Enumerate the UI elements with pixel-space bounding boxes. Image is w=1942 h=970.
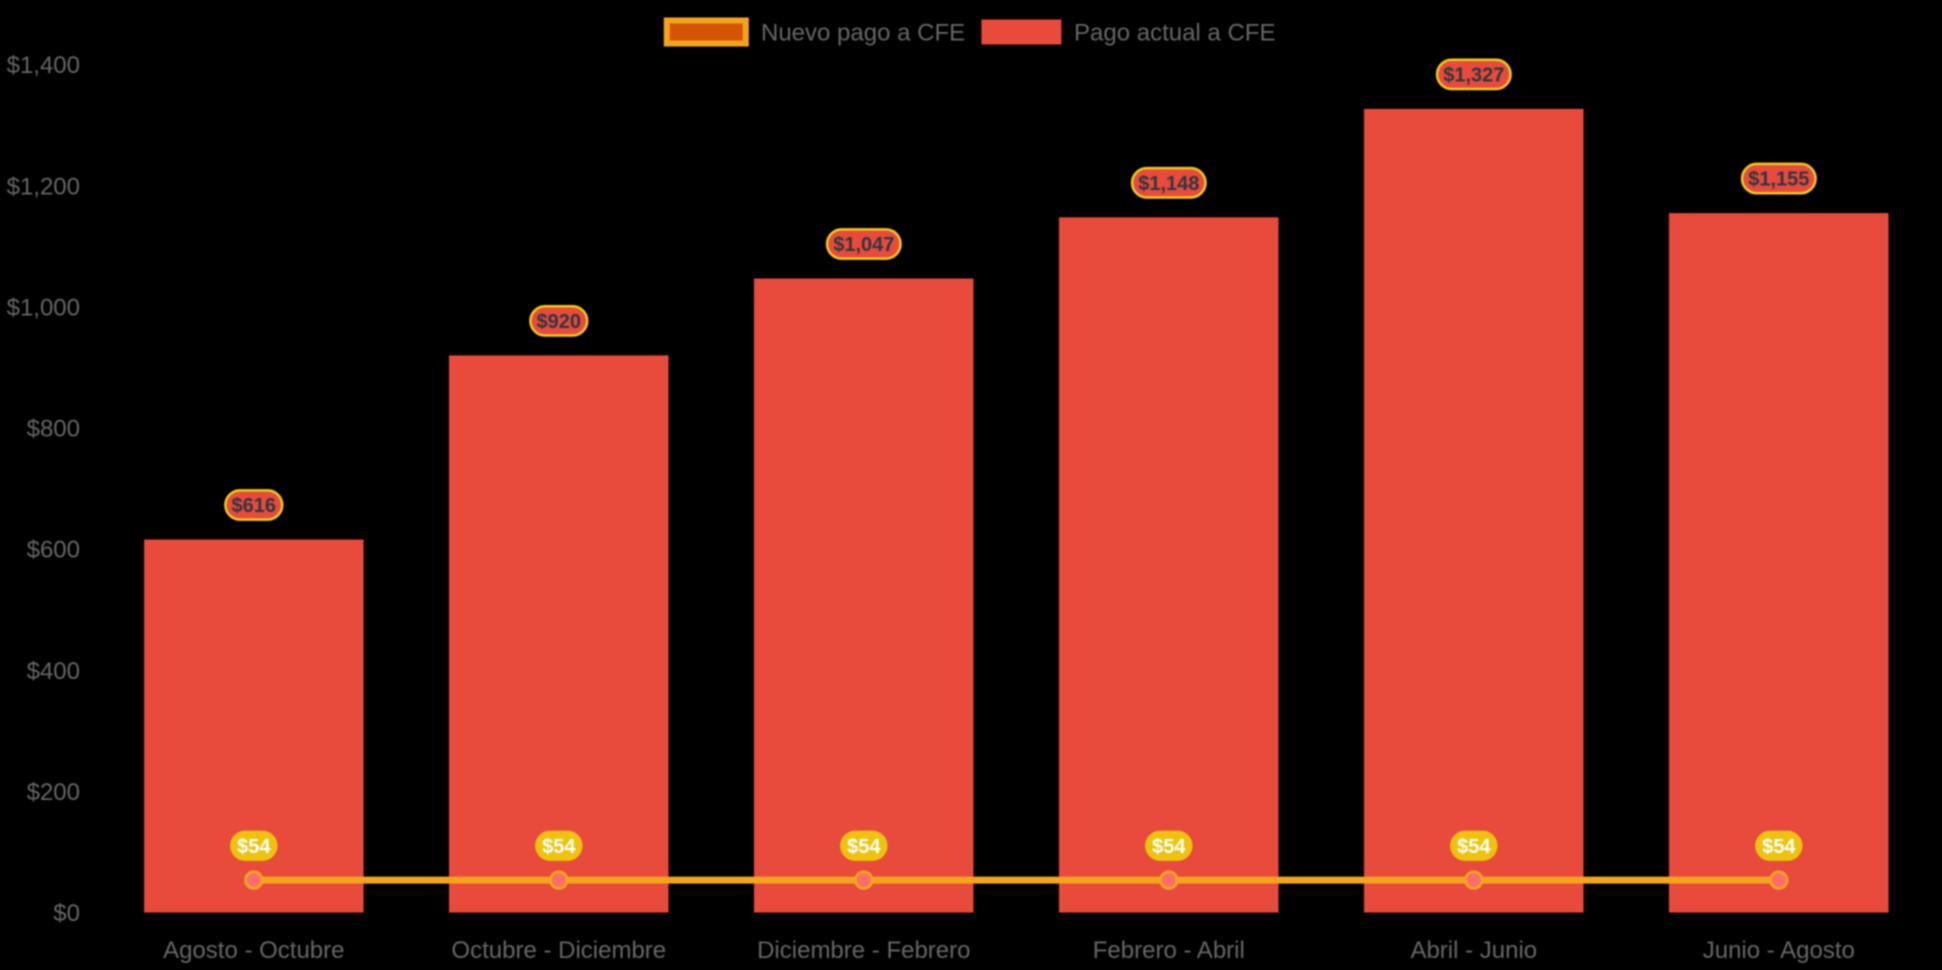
svg-text:$400: $400 [27,658,80,685]
svg-text:$54: $54 [237,836,271,858]
svg-text:$54: $54 [542,836,576,858]
svg-text:Junio - Agosto: Junio - Agosto [1703,937,1855,964]
svg-text:$54: $54 [1152,836,1186,858]
svg-text:Agosto - Octubre: Agosto - Octubre [163,937,344,964]
svg-text:$200: $200 [27,779,80,806]
svg-text:Diciembre - Febrero: Diciembre - Febrero [757,937,970,964]
svg-text:Febrero - Abril: Febrero - Abril [1093,937,1245,964]
svg-text:$616: $616 [232,495,277,517]
svg-text:Pago actual a CFE: Pago actual a CFE [1074,20,1275,47]
svg-text:$1,047: $1,047 [833,234,894,256]
svg-text:$0: $0 [53,900,80,927]
svg-text:$1,148: $1,148 [1138,173,1199,195]
svg-text:$1,200: $1,200 [7,173,80,200]
svg-text:Nuevo pago a CFE: Nuevo pago a CFE [761,20,965,47]
svg-text:$920: $920 [537,311,582,333]
svg-text:$1,155: $1,155 [1748,169,1809,191]
svg-text:$54: $54 [1457,836,1491,858]
svg-text:$600: $600 [27,537,80,564]
svg-text:$54: $54 [847,836,881,858]
svg-text:$800: $800 [27,416,80,443]
svg-text:Octubre - Diciembre: Octubre - Diciembre [451,937,666,964]
svg-text:Abril - Junio: Abril - Junio [1410,937,1537,964]
svg-text:$54: $54 [1762,836,1796,858]
svg-text:$1,400: $1,400 [7,52,80,79]
svg-text:$1,000: $1,000 [7,294,80,321]
svg-text:$1,327: $1,327 [1443,64,1504,86]
